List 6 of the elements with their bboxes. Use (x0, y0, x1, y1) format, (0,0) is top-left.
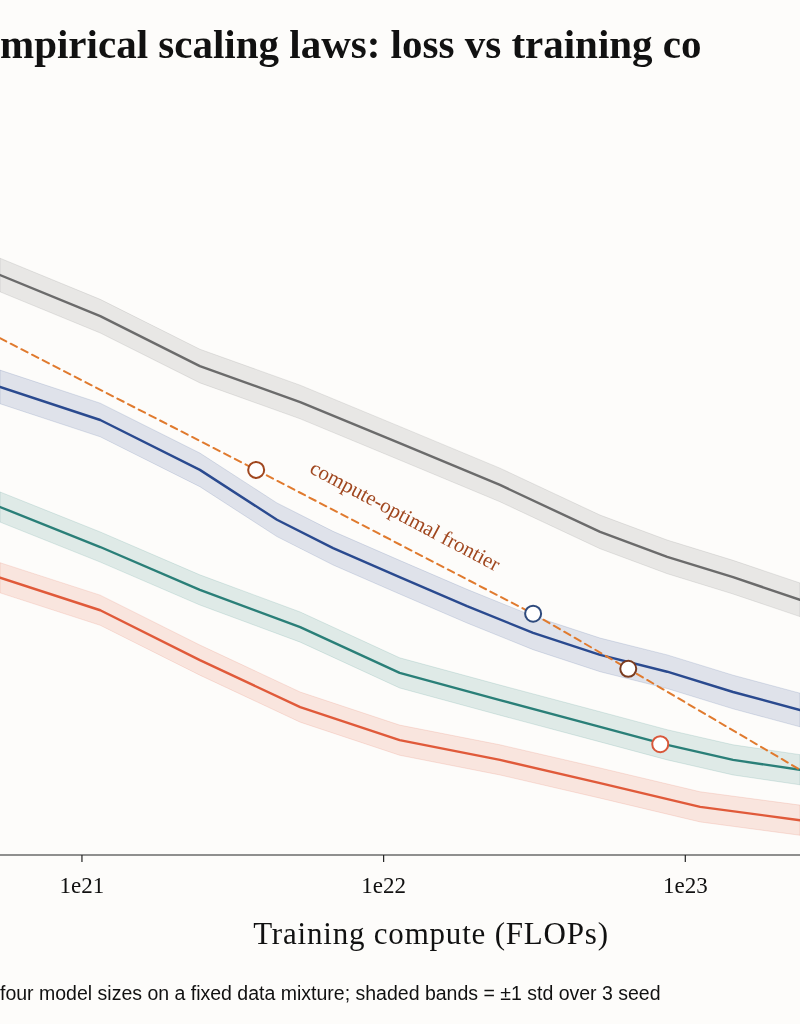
text: four model sizes on a fixed data mixture; shaded bands = ±1 std over 3 seed (0, 982, 661, 1004)
x-tick-label: 1e22 (361, 873, 406, 898)
chart-title: mpirical scaling laws: loss vs training co (0, 21, 702, 67)
x-tick-label: 1e21 (59, 873, 105, 898)
x-tick-label: 1e23 (662, 873, 708, 898)
x-axis-title: Training compute (FLOPs) (253, 916, 609, 951)
